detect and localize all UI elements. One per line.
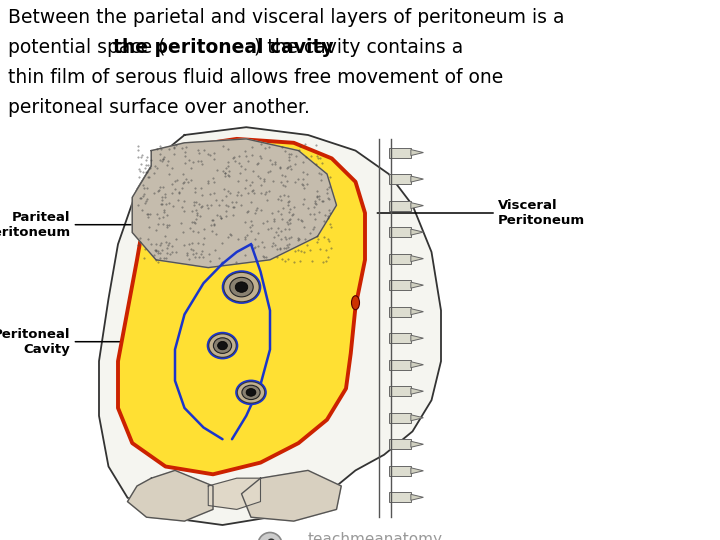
- Text: peritoneal surface over another.: peritoneal surface over another.: [8, 98, 310, 117]
- Polygon shape: [389, 254, 411, 264]
- Polygon shape: [411, 176, 423, 182]
- Text: the peritoneal cavity: the peritoneal cavity: [114, 38, 334, 57]
- Polygon shape: [389, 147, 411, 158]
- Polygon shape: [389, 200, 411, 211]
- Text: ) the cavity contains a: ) the cavity contains a: [254, 38, 463, 57]
- Polygon shape: [118, 139, 365, 474]
- Polygon shape: [411, 441, 423, 447]
- Ellipse shape: [217, 341, 228, 350]
- Ellipse shape: [351, 296, 359, 310]
- Polygon shape: [208, 478, 261, 509]
- Ellipse shape: [230, 278, 253, 297]
- Polygon shape: [411, 335, 423, 341]
- Polygon shape: [411, 362, 423, 368]
- Polygon shape: [389, 307, 411, 316]
- Text: potential space (: potential space (: [8, 38, 166, 57]
- Polygon shape: [411, 229, 423, 235]
- Polygon shape: [411, 468, 423, 474]
- Polygon shape: [389, 280, 411, 290]
- Polygon shape: [389, 227, 411, 237]
- Ellipse shape: [235, 282, 248, 292]
- Polygon shape: [411, 388, 423, 394]
- Ellipse shape: [213, 338, 232, 353]
- Polygon shape: [411, 415, 423, 421]
- Polygon shape: [411, 150, 423, 156]
- Text: Between the parietal and visceral layers of peritoneum is a: Between the parietal and visceral layers…: [8, 8, 564, 27]
- Polygon shape: [127, 470, 213, 521]
- Text: teachmeanatomy: teachmeanatomy: [308, 532, 443, 540]
- Polygon shape: [411, 309, 423, 315]
- Polygon shape: [389, 386, 411, 396]
- Ellipse shape: [246, 389, 256, 396]
- Polygon shape: [389, 492, 411, 502]
- Polygon shape: [389, 174, 411, 184]
- Text: thin film of serous fluid allows free movement of one: thin film of serous fluid allows free mo…: [8, 68, 503, 87]
- Ellipse shape: [209, 334, 236, 357]
- Polygon shape: [389, 333, 411, 343]
- Polygon shape: [411, 282, 423, 288]
- Ellipse shape: [223, 272, 259, 302]
- Polygon shape: [411, 255, 423, 261]
- Ellipse shape: [242, 385, 260, 400]
- Text: Visceral
Peritoneum: Visceral Peritoneum: [498, 199, 585, 227]
- Text: ©: ©: [264, 538, 276, 540]
- Polygon shape: [411, 494, 423, 501]
- Polygon shape: [389, 360, 411, 370]
- Text: Peritoneal
Cavity: Peritoneal Cavity: [0, 328, 71, 356]
- Polygon shape: [389, 413, 411, 423]
- Text: Pariteal
Peritoneum: Pariteal Peritoneum: [0, 211, 71, 239]
- Polygon shape: [389, 466, 411, 476]
- Polygon shape: [132, 139, 336, 268]
- Polygon shape: [241, 470, 341, 521]
- Polygon shape: [99, 127, 441, 525]
- Polygon shape: [411, 202, 423, 208]
- Polygon shape: [389, 439, 411, 449]
- Circle shape: [258, 532, 282, 540]
- Ellipse shape: [237, 381, 265, 403]
